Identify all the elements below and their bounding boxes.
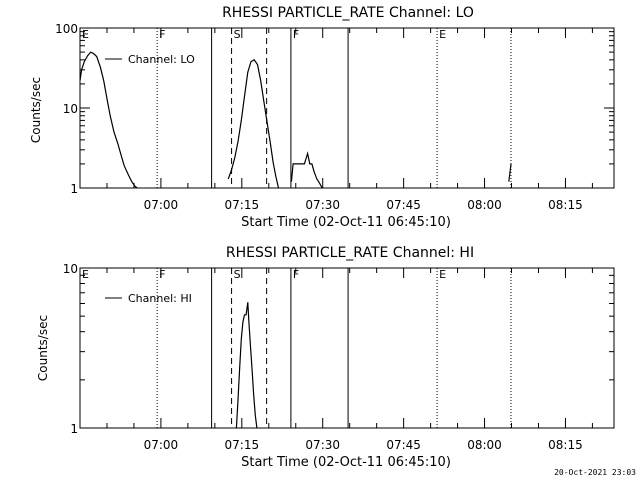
y-tick-label: 1	[70, 182, 78, 196]
x-tick-label: 07:30	[305, 198, 340, 212]
event-marker-label: F	[293, 268, 299, 281]
plot-frame	[79, 267, 615, 429]
data-series-line	[235, 302, 258, 429]
chart-title: RHESSI PARTICLE_RATE Channel: LO	[222, 5, 474, 21]
x-tick-label: 07:45	[386, 438, 421, 452]
event-marker-label: S	[234, 28, 241, 41]
panel-channel-hi: RHESSI PARTICLE_RATE Channel: HI Counts/…	[36, 245, 615, 470]
x-tick-label: 07:00	[144, 438, 179, 452]
x-tick-label: 08:15	[548, 198, 583, 212]
legend: Channel: LO	[105, 53, 195, 66]
chart-marks: 1 10 07:00 07:15 07:30 07:45 08:00 08:15 E F S F E	[63, 262, 614, 452]
x-tick-label: 07:15	[225, 438, 260, 452]
y-tick-label: 10	[63, 102, 78, 116]
data-series-line	[79, 51, 138, 189]
legend: Channel: HI	[105, 292, 192, 305]
footer-timestamp: 20-Oct-2021 23:03	[554, 468, 636, 477]
legend-label: Channel: LO	[128, 53, 195, 66]
x-tick-label: 07:15	[225, 198, 260, 212]
legend-label: Channel: HI	[128, 292, 192, 305]
event-marker-label: F	[293, 28, 299, 41]
y-axis-label: Counts/sec	[29, 77, 43, 143]
y-tick-label: 100	[55, 22, 78, 36]
panel-channel-lo: RHESSI PARTICLE_RATE Channel: LO Counts/…	[29, 5, 615, 230]
y-tick-label: 1	[70, 422, 78, 436]
chart-marks: 1 10 100 07:00 07:15 07:30 07:45 08:00 08:15 E F S F…	[55, 22, 614, 212]
event-marker-label: E	[82, 268, 89, 281]
x-axis-label: Start Time (02-Oct-11 06:45:10)	[241, 215, 451, 230]
event-marker-label: F	[159, 28, 165, 41]
x-tick-label: 08:00	[467, 198, 502, 212]
data-series-line	[227, 59, 280, 189]
event-marker-label: E	[439, 28, 446, 41]
chart-title: RHESSI PARTICLE_RATE Channel: HI	[226, 245, 474, 261]
event-marker-label: F	[159, 268, 165, 281]
event-marker-label: E	[82, 28, 89, 41]
data-series-line	[290, 151, 323, 189]
x-tick-label: 08:15	[548, 438, 583, 452]
x-axis-label: Start Time (02-Oct-11 06:45:10)	[241, 455, 451, 470]
y-tick-label: 10	[63, 262, 78, 276]
y-axis-label: Counts/sec	[36, 315, 50, 381]
x-tick-label: 07:30	[305, 438, 340, 452]
x-tick-label: 07:45	[386, 198, 421, 212]
x-tick-label: 07:00	[144, 198, 179, 212]
x-tick-label: 08:00	[467, 438, 502, 452]
event-marker-label: E	[439, 268, 446, 281]
data-series-line	[508, 163, 512, 182]
event-marker-label: S	[234, 268, 241, 281]
